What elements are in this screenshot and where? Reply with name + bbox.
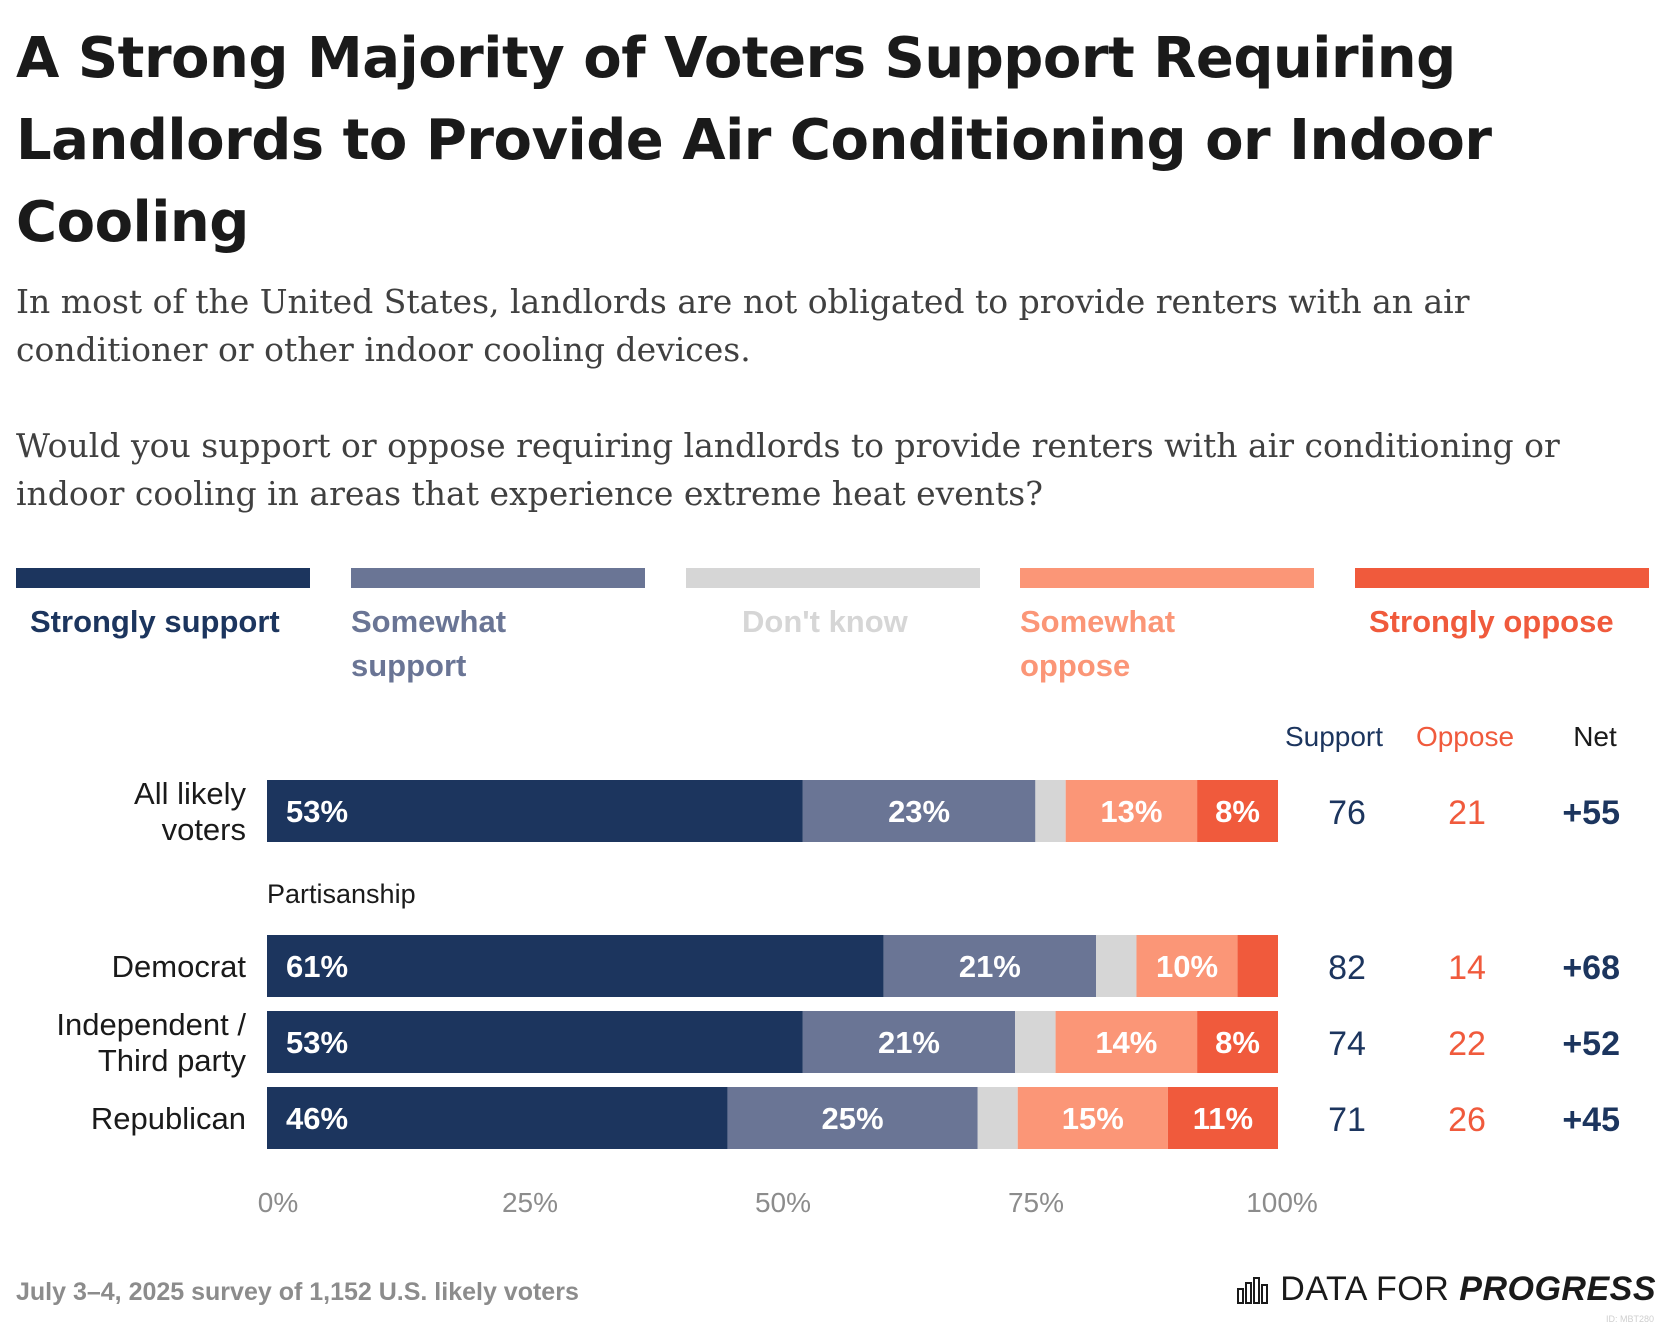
column-header-oppose: Oppose [1416,721,1514,752]
bar-value-label: 8% [1215,1025,1260,1060]
bar-segment [1167,1087,1278,1149]
bar-value-label: 13% [1100,794,1162,829]
bar-value-label: 15% [1062,1101,1124,1136]
chart-subtitle-context: In most of the United States, landlords … [16,282,1470,369]
bar-segment [1237,935,1278,997]
bar-value-label: 10% [1156,949,1218,984]
x-tick-label: 0% [258,1187,298,1218]
bar-segment [267,780,803,842]
legend-swatch [16,568,310,588]
data-for-progress-logo: DATA FOR PROGRESS [1236,1270,1656,1309]
bar-segment [267,1011,803,1073]
category-label: Third party [98,1043,247,1078]
support-value: 82 [1328,949,1366,987]
x-tick-label: 50% [755,1187,811,1218]
survey-note: July 3–4, 2025 survey of 1,152 U.S. like… [16,1278,579,1306]
bar-value-label: 21% [878,1025,940,1060]
legend-label: Strongly oppose [1369,604,1614,639]
legend-label: Somewhat support [351,604,507,683]
legend-swatch [351,568,645,588]
legend-swatch [1355,568,1649,588]
chart-id: ID: MBT280 [1605,1314,1654,1324]
bar-segment [1035,780,1066,842]
legend-item-dont-know: Don't know [686,568,980,644]
legend-label: Don't know [742,604,908,639]
bar-segment [1197,1011,1278,1073]
bar-value-label: 14% [1095,1025,1157,1060]
bar-segment [802,780,1036,842]
oppose-value: 22 [1448,1025,1486,1063]
bar-chart-logo-icon [1237,1276,1269,1304]
bar-segment [1136,935,1238,997]
legend-item-somewhat-support: Somewhat support [351,568,645,688]
legend-item-strongly-oppose: Strongly oppose [1355,568,1649,644]
bar-segment [1015,1011,1056,1073]
bar-segment [1055,1011,1198,1073]
legend-swatch [686,568,980,588]
bar-value-label: 11% [1193,1101,1253,1136]
bar-segment [267,935,884,997]
bar-segment [802,1011,1016,1073]
support-value: 76 [1328,794,1366,832]
support-value: 71 [1328,1101,1366,1139]
bar-segment [1197,780,1278,842]
support-value: 74 [1328,1025,1366,1063]
bar-value-label: 21% [959,949,1021,984]
bar-segment [267,1087,728,1149]
bar-value-label: 46% [286,1101,348,1136]
logo-text-regular: DATA FOR [1280,1270,1450,1308]
bar-value-label: 53% [286,794,348,829]
bar-segment [727,1087,978,1149]
category-label: Republican [91,1101,246,1136]
bar-value-label: 23% [888,794,950,829]
column-header-support: Support [1285,721,1383,752]
bar-value-label: 8% [1215,794,1260,829]
bar-value-label: 61% [286,949,348,984]
legend-label: Strongly support [30,604,280,639]
x-tick-label: 25% [502,1187,558,1218]
bar-segment [883,935,1097,997]
bar-segment [1096,935,1137,997]
bar-segment [1065,780,1198,842]
x-tick-label: 75% [1008,1187,1064,1218]
bar-value-label: 25% [822,1101,884,1136]
category-label: Democrat [112,949,247,984]
bar-segment [1017,1087,1168,1149]
oppose-value: 26 [1448,1101,1486,1139]
legend-swatch [1020,568,1314,588]
bar-segment [977,1087,1018,1149]
net-value: +68 [1562,949,1620,987]
net-value: +45 [1562,1101,1620,1139]
legend-label: Somewhat oppose [1020,604,1176,683]
oppose-value: 21 [1448,794,1486,832]
legend-item-strongly-support: Strongly support [16,568,310,644]
chart-subtitle-question: Would you support or oppose requiring la… [16,426,1560,513]
oppose-value: 14 [1448,949,1486,987]
column-header-net: Net [1573,721,1617,752]
legend-item-somewhat-oppose: Somewhat oppose [1020,568,1314,688]
net-value: +52 [1562,1025,1620,1063]
bar-value-label: 53% [286,1025,348,1060]
chart-title: A Strong Majority of Voters Support Requ… [16,26,1492,255]
category-label: Independent / [56,1007,246,1042]
logo-text-bold: PROGRESS [1459,1270,1656,1308]
group-label-partisanship: Partisanship [267,879,416,909]
net-value: +55 [1562,794,1620,832]
category-label: All likely [134,776,246,811]
x-tick-label: 100% [1246,1187,1318,1218]
category-label: voters [162,812,246,847]
